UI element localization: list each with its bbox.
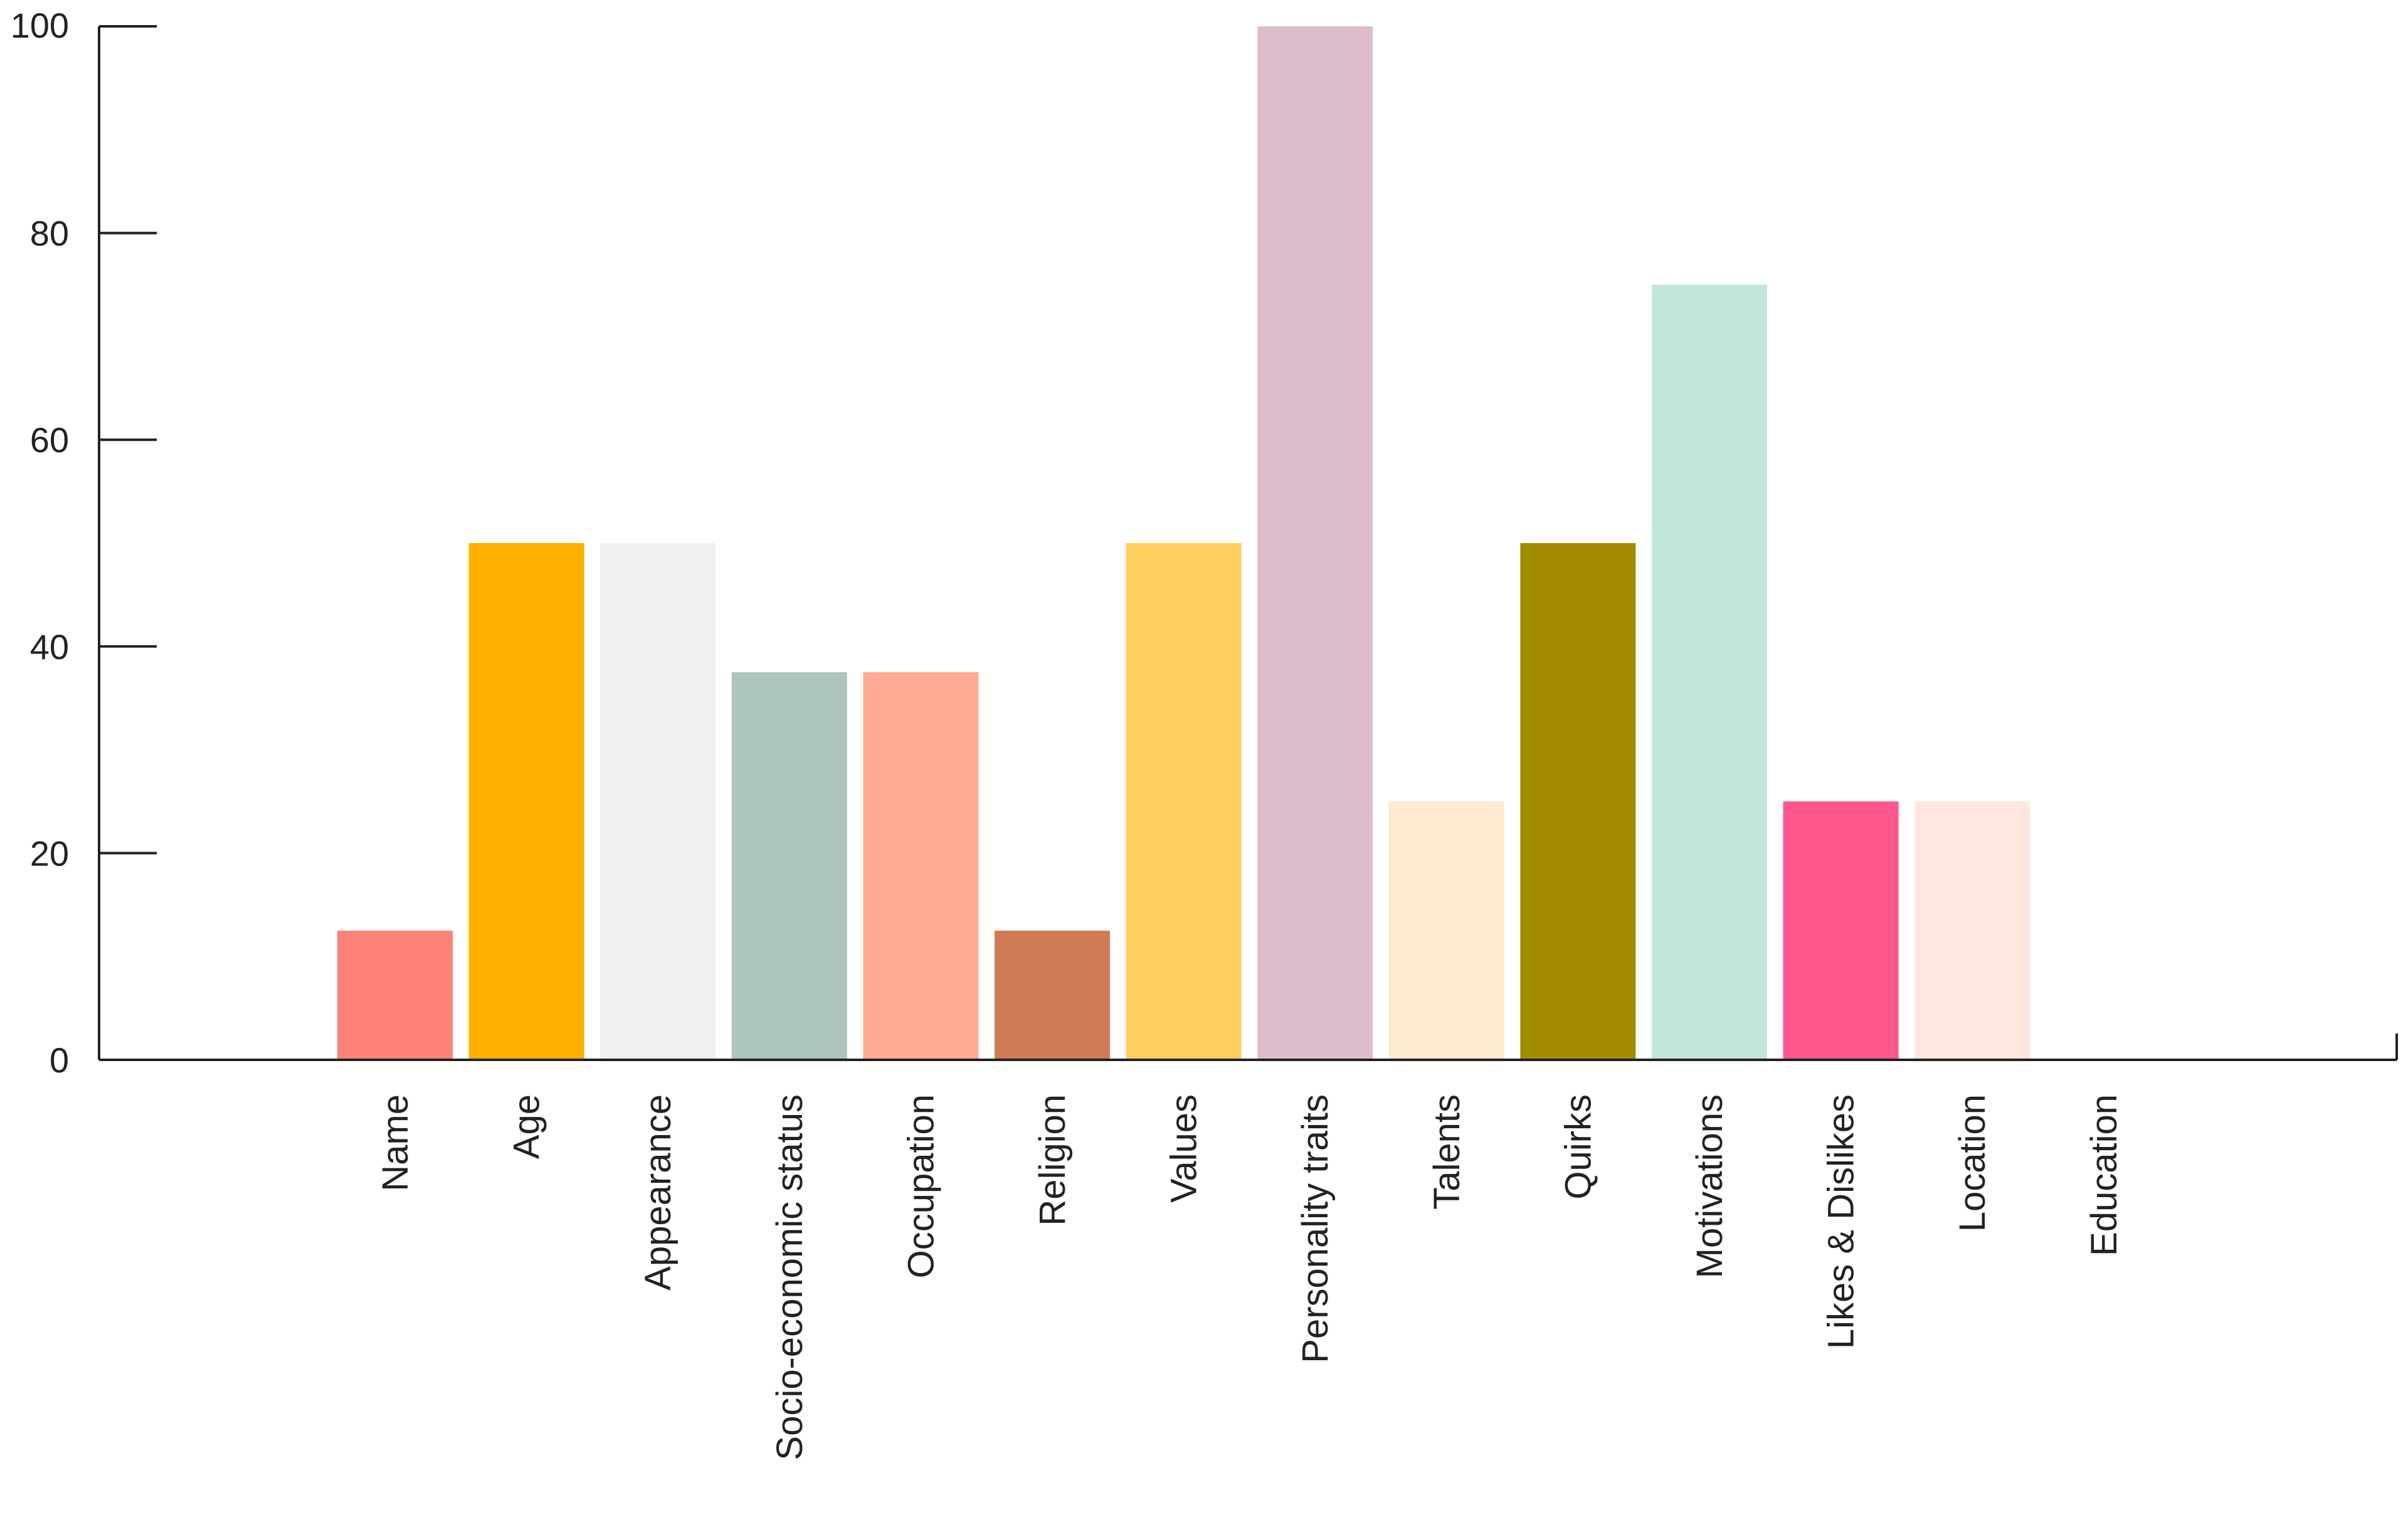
category-label-talents: Talents bbox=[1427, 1094, 1467, 1210]
y-tick-label-60: 60 bbox=[30, 420, 69, 460]
bar-occupation bbox=[863, 672, 979, 1060]
y-tick-label-0: 0 bbox=[50, 1040, 69, 1080]
category-label-values: Values bbox=[1164, 1094, 1205, 1203]
category-label-education: Education bbox=[2084, 1094, 2125, 1256]
y-tick-label-40: 40 bbox=[30, 627, 69, 667]
bar-age bbox=[468, 543, 584, 1060]
bar-location bbox=[1914, 801, 2030, 1060]
category-label-likes-and-dislikes: Likes & Dislikes bbox=[1821, 1094, 1862, 1349]
bar-motivations bbox=[1652, 285, 1767, 1060]
category-label-name: Name bbox=[375, 1094, 416, 1192]
bar-appearance bbox=[600, 543, 716, 1060]
category-label-appearance: Appearance bbox=[638, 1094, 679, 1291]
bars-layer bbox=[337, 26, 2030, 1060]
y-tick-label-100: 100 bbox=[11, 6, 69, 45]
bar-religion bbox=[995, 931, 1110, 1060]
bar-talents bbox=[1388, 801, 1504, 1060]
bar-name bbox=[337, 931, 453, 1060]
y-ticks-layer: 0 20 40 60 80 100 bbox=[11, 6, 157, 1080]
bar-socio-economic-status bbox=[731, 672, 847, 1060]
axis-layer bbox=[98, 26, 2398, 1061]
category-labels-layer: Name Age Appearance Socio-economic status Oc… bbox=[375, 1094, 2125, 1460]
y-tick-label-80: 80 bbox=[30, 214, 69, 253]
y-tick-label-20: 20 bbox=[30, 833, 69, 873]
bar-quirks bbox=[1520, 543, 1636, 1060]
category-label-age: Age bbox=[507, 1094, 547, 1159]
category-label-motivations: Motivations bbox=[1689, 1094, 1730, 1278]
category-label-occupation: Occupation bbox=[900, 1094, 941, 1278]
bar-values bbox=[1126, 543, 1242, 1060]
bar-likes-and-dislikes bbox=[1783, 801, 1899, 1060]
category-label-socio-economic-status: Socio-economic status bbox=[769, 1094, 810, 1460]
category-label-location: Location bbox=[1952, 1094, 1993, 1232]
category-label-quirks: Quirks bbox=[1558, 1094, 1598, 1200]
category-label-personality-traits: Personality traits bbox=[1295, 1094, 1336, 1363]
bar-personality-traits bbox=[1257, 26, 1373, 1060]
category-label-religion: Religion bbox=[1032, 1094, 1073, 1226]
